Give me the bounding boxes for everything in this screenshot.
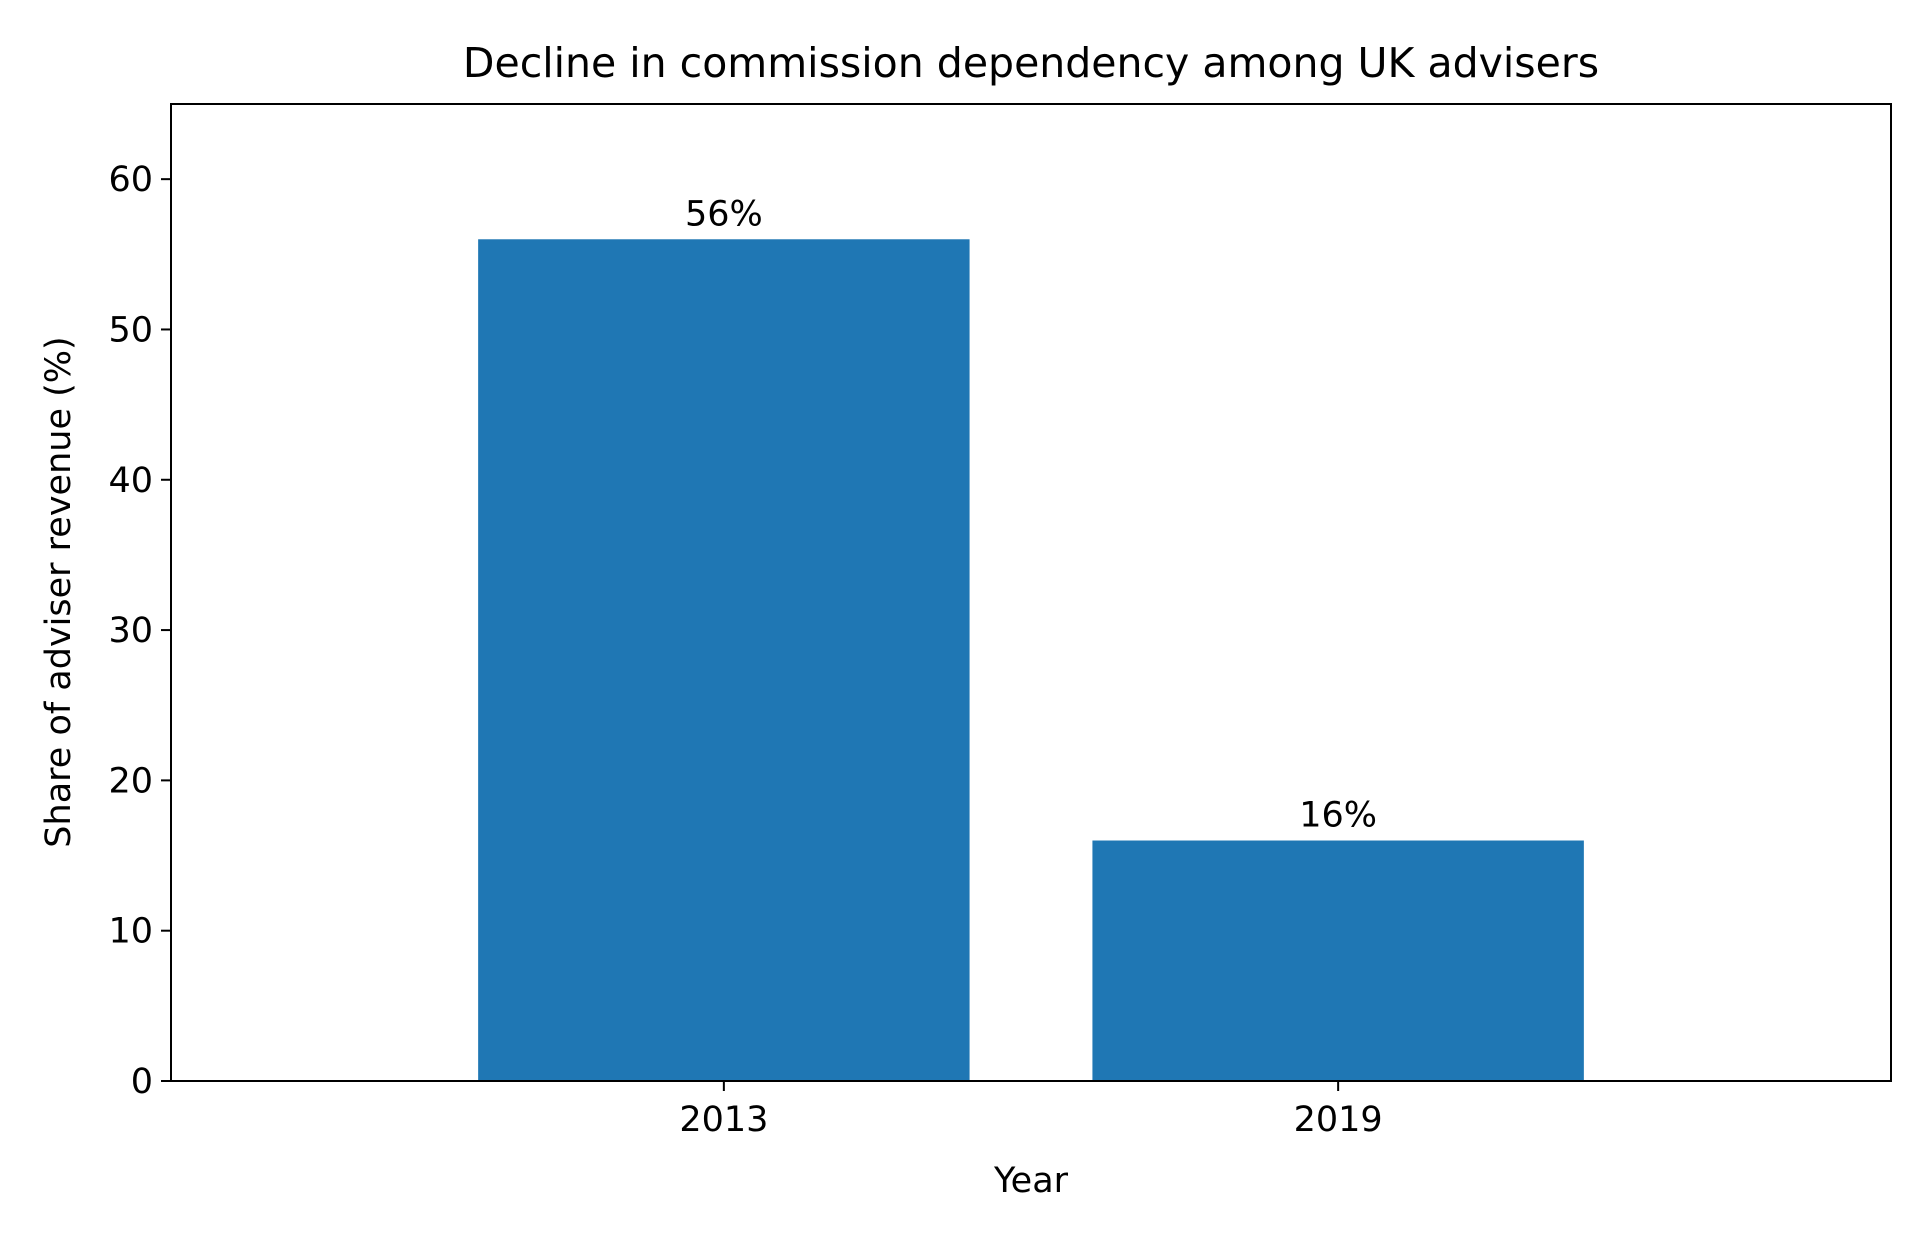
data-label-2019: 16% bbox=[1299, 796, 1377, 836]
bar-2019 bbox=[1092, 840, 1584, 1081]
x-axis-label: Year bbox=[993, 1161, 1069, 1201]
y-tick-label-0: 0 bbox=[131, 1062, 153, 1102]
ticks-layer: 2013 2019 0 10 20 30 40 50 60 bbox=[108, 160, 1382, 1140]
y-tick-label-10: 10 bbox=[108, 912, 153, 952]
x-tick-label-2013: 2013 bbox=[679, 1100, 768, 1140]
bar-2013 bbox=[478, 239, 970, 1081]
y-tick-label-20: 20 bbox=[108, 761, 153, 801]
bars-layer: 56% 16% bbox=[478, 194, 1584, 1081]
y-tick-label-30: 30 bbox=[108, 611, 153, 651]
plot-frame bbox=[170, 103, 1892, 1082]
y-axis-label: Share of adviser revenue (%) bbox=[39, 336, 79, 847]
x-tick-label-2019: 2019 bbox=[1294, 1100, 1383, 1140]
y-tick-label-60: 60 bbox=[108, 160, 153, 200]
chart-title: Decline in commission dependency among U… bbox=[463, 39, 1599, 87]
y-tick-label-50: 50 bbox=[108, 310, 153, 350]
y-tick-label-40: 40 bbox=[108, 461, 153, 501]
data-label-2013: 56% bbox=[685, 194, 763, 234]
